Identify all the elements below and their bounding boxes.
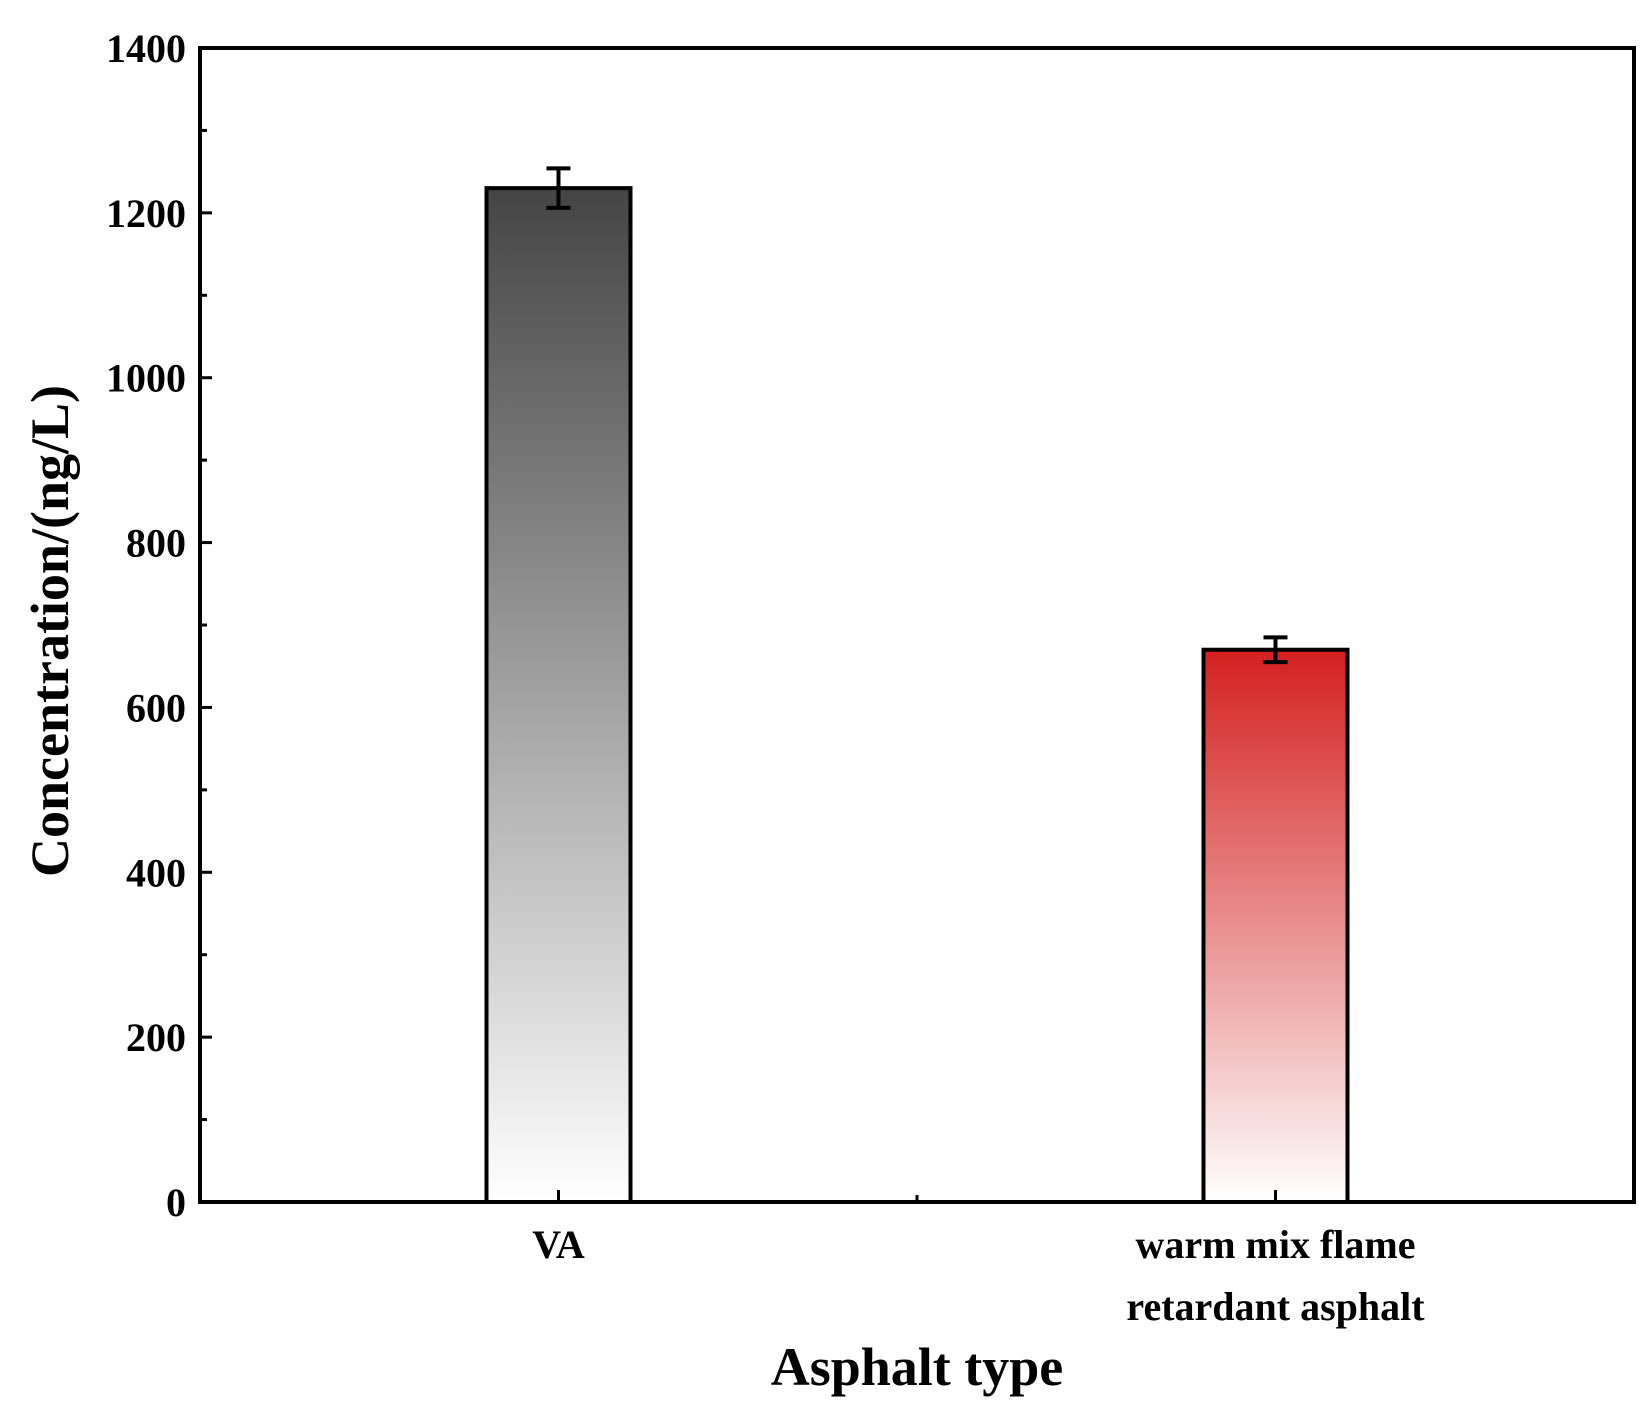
y-tick-label: 200 bbox=[126, 1015, 186, 1060]
y-tick-label: 0 bbox=[166, 1180, 186, 1225]
bar bbox=[484, 186, 633, 1204]
y-tick-label: 400 bbox=[126, 850, 186, 895]
y-axis-title: Concentration/(ng/L) bbox=[20, 385, 80, 877]
y-tick-label: 1000 bbox=[106, 356, 186, 401]
y-tick-label: 1400 bbox=[106, 26, 186, 71]
y-tick-label: 800 bbox=[126, 521, 186, 566]
y-tick-label: 1200 bbox=[106, 191, 186, 236]
y-tick-label: 600 bbox=[126, 685, 186, 730]
x-tick-label: VA bbox=[532, 1222, 585, 1267]
x-tick-label: warm mix flame bbox=[1136, 1222, 1416, 1267]
plot-frame bbox=[198, 46, 1636, 1204]
x-tick-label: retardant asphalt bbox=[1126, 1284, 1425, 1329]
bar bbox=[1201, 647, 1350, 1204]
x-axis-title: Asphalt type bbox=[771, 1337, 1064, 1397]
